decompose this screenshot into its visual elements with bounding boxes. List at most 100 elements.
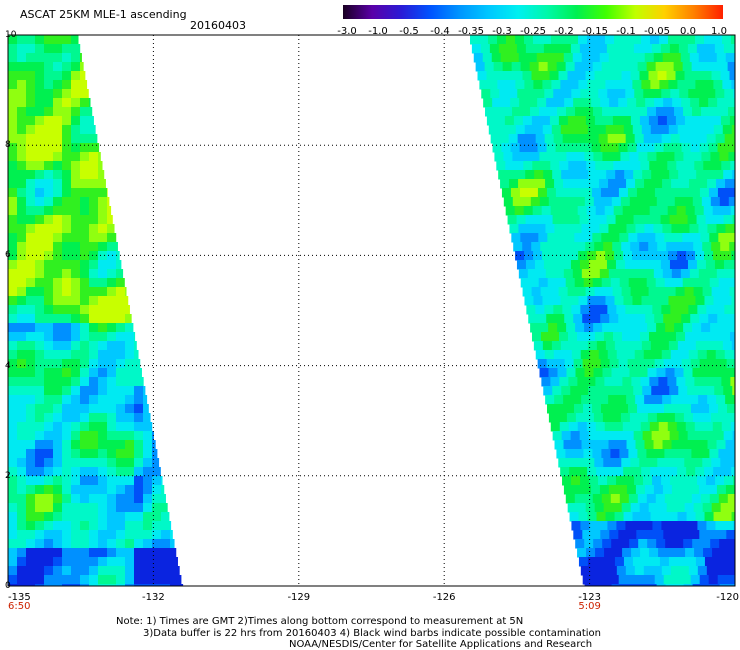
- wind-cell: [8, 566, 18, 576]
- wind-cell: [676, 161, 686, 171]
- wind-cell: [658, 206, 669, 216]
- wind-cell: [80, 368, 90, 378]
- wind-cell: [584, 584, 595, 587]
- wind-cell: [17, 566, 27, 576]
- wind-cell: [116, 386, 126, 396]
- wind-cell: [26, 278, 36, 288]
- wind-cell: [659, 125, 670, 135]
- wind-cell: [569, 296, 579, 306]
- wind-cell: [662, 53, 673, 63]
- wind-cell: [80, 152, 90, 162]
- wind-cell: [35, 386, 45, 396]
- wind-cell: [601, 278, 612, 288]
- wind-cell: [17, 467, 27, 477]
- wind-cell: [731, 35, 736, 45]
- wind-cell: [728, 584, 736, 587]
- wind-cell: [80, 485, 90, 495]
- wind-cell: [571, 350, 582, 360]
- wind-cell: [703, 377, 713, 387]
- wind-cell: [674, 368, 685, 378]
- wind-cell: [8, 503, 18, 513]
- wind-cell: [586, 422, 597, 432]
- wind-cell: [26, 35, 36, 45]
- wind-cell: [686, 35, 696, 45]
- wind-cell: [587, 341, 598, 351]
- wind-cell: [44, 584, 54, 587]
- wind-cell: [17, 80, 27, 90]
- wind-cell: [654, 98, 664, 108]
- wind-cell: [589, 305, 599, 315]
- wind-cell: [80, 53, 82, 63]
- wind-cell: [107, 350, 117, 360]
- wind-cell: [26, 431, 36, 441]
- wind-cell: [8, 368, 18, 378]
- wind-cell: [116, 575, 126, 585]
- wind-cell: [62, 134, 72, 144]
- wind-cell: [89, 323, 99, 333]
- wind-cell: [152, 485, 162, 495]
- wind-cell: [71, 404, 81, 414]
- wind-cell: [669, 260, 680, 270]
- wind-cell: [660, 386, 670, 396]
- wind-cell: [627, 98, 637, 108]
- wind-cell: [134, 458, 144, 468]
- wind-cell: [107, 296, 117, 306]
- wind-cell: [62, 233, 72, 243]
- wind-cell: [551, 251, 561, 261]
- wind-cell: [53, 287, 63, 297]
- wind-cell: [674, 197, 685, 207]
- wind-cell: [17, 197, 27, 207]
- wind-cell: [17, 251, 27, 261]
- wind-cell: [80, 197, 90, 207]
- wind-cell: [692, 413, 703, 423]
- wind-cell: [680, 53, 691, 63]
- wind-cell: [694, 206, 705, 216]
- wind-cell: [578, 80, 588, 90]
- wind-cell: [116, 512, 126, 522]
- wind-cell: [44, 404, 54, 414]
- wind-cell: [71, 143, 81, 153]
- wind-cell: [596, 512, 607, 522]
- wind-cell: [481, 89, 491, 99]
- wind-cell: [594, 242, 604, 252]
- wind-cell: [609, 314, 619, 324]
- wind-cell: [652, 305, 662, 315]
- wind-cell: [577, 161, 587, 171]
- wind-cell: [143, 476, 153, 486]
- wind-cell: [724, 89, 734, 99]
- wind-cell: [584, 152, 594, 162]
- wind-cell: [539, 152, 549, 162]
- wind-cell: [659, 467, 669, 477]
- wind-cell: [152, 575, 162, 585]
- colorbar-tick: -0.05: [644, 26, 670, 37]
- wind-cell: [89, 458, 99, 468]
- wind-cell: [543, 215, 554, 225]
- wind-cell: [728, 107, 736, 117]
- wind-cell: [44, 224, 54, 234]
- wind-cell: [545, 179, 555, 189]
- wind-cell: [668, 296, 678, 306]
- wind-cell: [707, 395, 717, 405]
- wind-cell: [704, 80, 714, 90]
- wind-cell: [492, 98, 502, 108]
- wind-cell: [80, 413, 90, 423]
- wind-cell: [17, 107, 27, 117]
- wind-cell: [641, 296, 651, 306]
- wind-cell: [634, 350, 645, 360]
- wind-cell: [80, 431, 90, 441]
- wind-cell: [540, 71, 551, 81]
- wind-cell: [17, 305, 27, 315]
- wind-cell: [623, 467, 633, 477]
- wind-cell: [644, 485, 655, 495]
- wind-cell: [553, 134, 564, 144]
- wind-cell: [539, 107, 549, 117]
- wind-cell: [715, 134, 726, 144]
- wind-cell: [107, 368, 117, 378]
- wind-cell: [80, 440, 90, 450]
- wind-cell: [8, 332, 18, 342]
- wind-cell: [116, 449, 126, 459]
- wind-cell: [179, 584, 184, 587]
- wind-cell: [589, 134, 600, 144]
- wind-cell: [550, 422, 561, 432]
- wind-cell: [35, 35, 45, 45]
